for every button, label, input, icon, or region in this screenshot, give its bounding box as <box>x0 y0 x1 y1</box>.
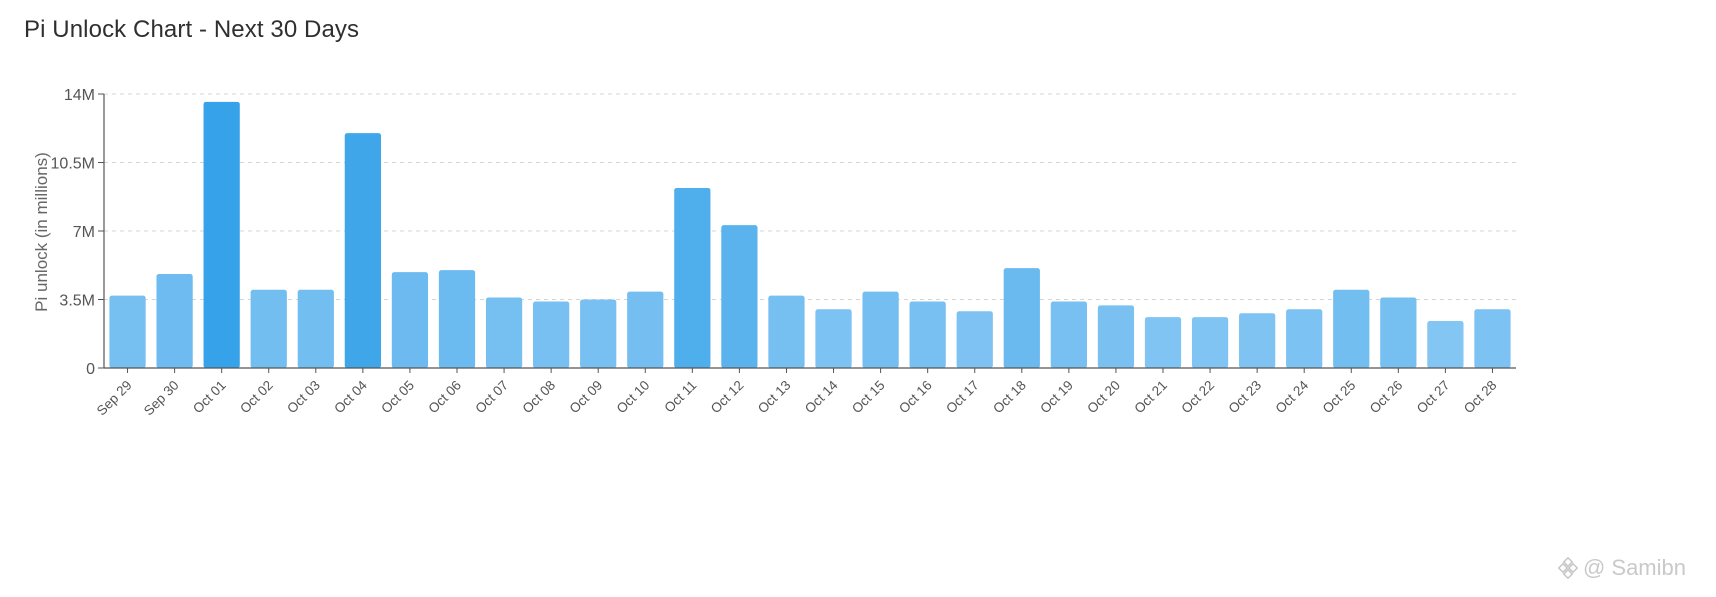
x-tick-label: Oct 25 <box>1320 378 1359 417</box>
y-tick-label: 7M <box>73 224 95 241</box>
x-tick-label: Oct 12 <box>708 378 747 417</box>
x-tick-label: Oct 02 <box>237 378 276 417</box>
bar <box>580 299 617 368</box>
bar <box>1003 268 1040 368</box>
x-tick-label: Oct 09 <box>567 378 606 417</box>
x-tick-label: Oct 28 <box>1461 378 1500 417</box>
bar <box>1050 301 1087 368</box>
x-tick-label: Oct 13 <box>755 378 794 417</box>
x-tick-label: Oct 15 <box>849 378 888 417</box>
x-tick-label: Oct 07 <box>472 378 511 417</box>
y-tick-label: 0 <box>86 361 95 378</box>
bar <box>909 301 946 368</box>
bar <box>627 291 664 368</box>
x-tick-label: Sep 29 <box>94 378 135 419</box>
bar <box>391 272 429 368</box>
x-tick-label: Oct 20 <box>1084 378 1123 417</box>
bar <box>862 291 899 368</box>
bar <box>1097 305 1135 368</box>
x-tick-label: Oct 14 <box>802 377 841 416</box>
bars <box>109 101 1511 368</box>
bar <box>533 301 570 368</box>
x-tick-label: Oct 04 <box>331 377 370 416</box>
bar <box>297 289 334 368</box>
bar <box>203 101 240 368</box>
x-tick-label: Oct 27 <box>1414 378 1453 417</box>
bar <box>768 295 805 368</box>
bar <box>1380 297 1417 368</box>
y-tick-label: 14M <box>64 87 95 104</box>
x-tick-label: Oct 23 <box>1226 378 1265 417</box>
bar <box>1191 317 1229 368</box>
x-tick-label: Oct 03 <box>284 378 323 417</box>
x-tick-label: Oct 21 <box>1131 378 1170 417</box>
bar <box>438 270 476 368</box>
bar <box>1286 309 1323 368</box>
x-tick-label: Oct 22 <box>1178 378 1217 417</box>
chart-title: Pi Unlock Chart - Next 30 Days <box>24 16 360 43</box>
x-tick-label: Oct 17 <box>943 378 982 417</box>
bar <box>1333 289 1370 368</box>
x-tick-label: Oct 05 <box>378 378 417 417</box>
bar <box>815 309 852 368</box>
x-tick-label: Oct 26 <box>1367 378 1406 417</box>
x-tick-label: Oct 16 <box>896 378 935 417</box>
bar <box>721 225 758 368</box>
x-tick-label: Oct 24 <box>1273 377 1312 416</box>
watermark: @ Samibn <box>1557 555 1686 581</box>
y-axis-label: Pi unlock (in millions) <box>32 152 51 312</box>
x-tick-label: Sep 30 <box>141 378 182 419</box>
bar <box>674 187 711 368</box>
bar <box>156 274 193 368</box>
bar <box>250 289 287 368</box>
bar <box>1427 321 1464 368</box>
x-tick-label: Oct 01 <box>190 378 229 417</box>
bar <box>485 297 523 368</box>
bar <box>109 295 146 368</box>
x-tick-label: Oct 06 <box>425 378 464 417</box>
bar <box>1239 313 1276 368</box>
x-tick-label: Oct 11 <box>661 378 699 416</box>
y-tick-label: 10.5M <box>51 156 95 173</box>
y-tick-label: 3.5M <box>59 293 95 310</box>
x-tick-labels: Sep 29 Sep 30 Oct 01 Oct 02 Oct 03 Oct 04 Oct … <box>94 377 1500 418</box>
bar <box>1144 317 1182 368</box>
bar <box>956 311 993 368</box>
bar <box>344 133 381 368</box>
x-tick-label: Oct 19 <box>1037 378 1076 417</box>
watermark-text: @ Samibn <box>1582 555 1686 580</box>
bar <box>1474 309 1511 368</box>
y-tick-labels: 0 3.5M 7M 10.5M 14M <box>51 87 96 378</box>
axes <box>98 93 1516 373</box>
x-tick-label: Oct 08 <box>520 378 559 417</box>
gridlines <box>104 93 1516 300</box>
binance-logo-icon <box>1557 557 1579 579</box>
x-tick-label: Oct 18 <box>990 378 1029 417</box>
x-tick-label: Oct 10 <box>614 378 653 417</box>
